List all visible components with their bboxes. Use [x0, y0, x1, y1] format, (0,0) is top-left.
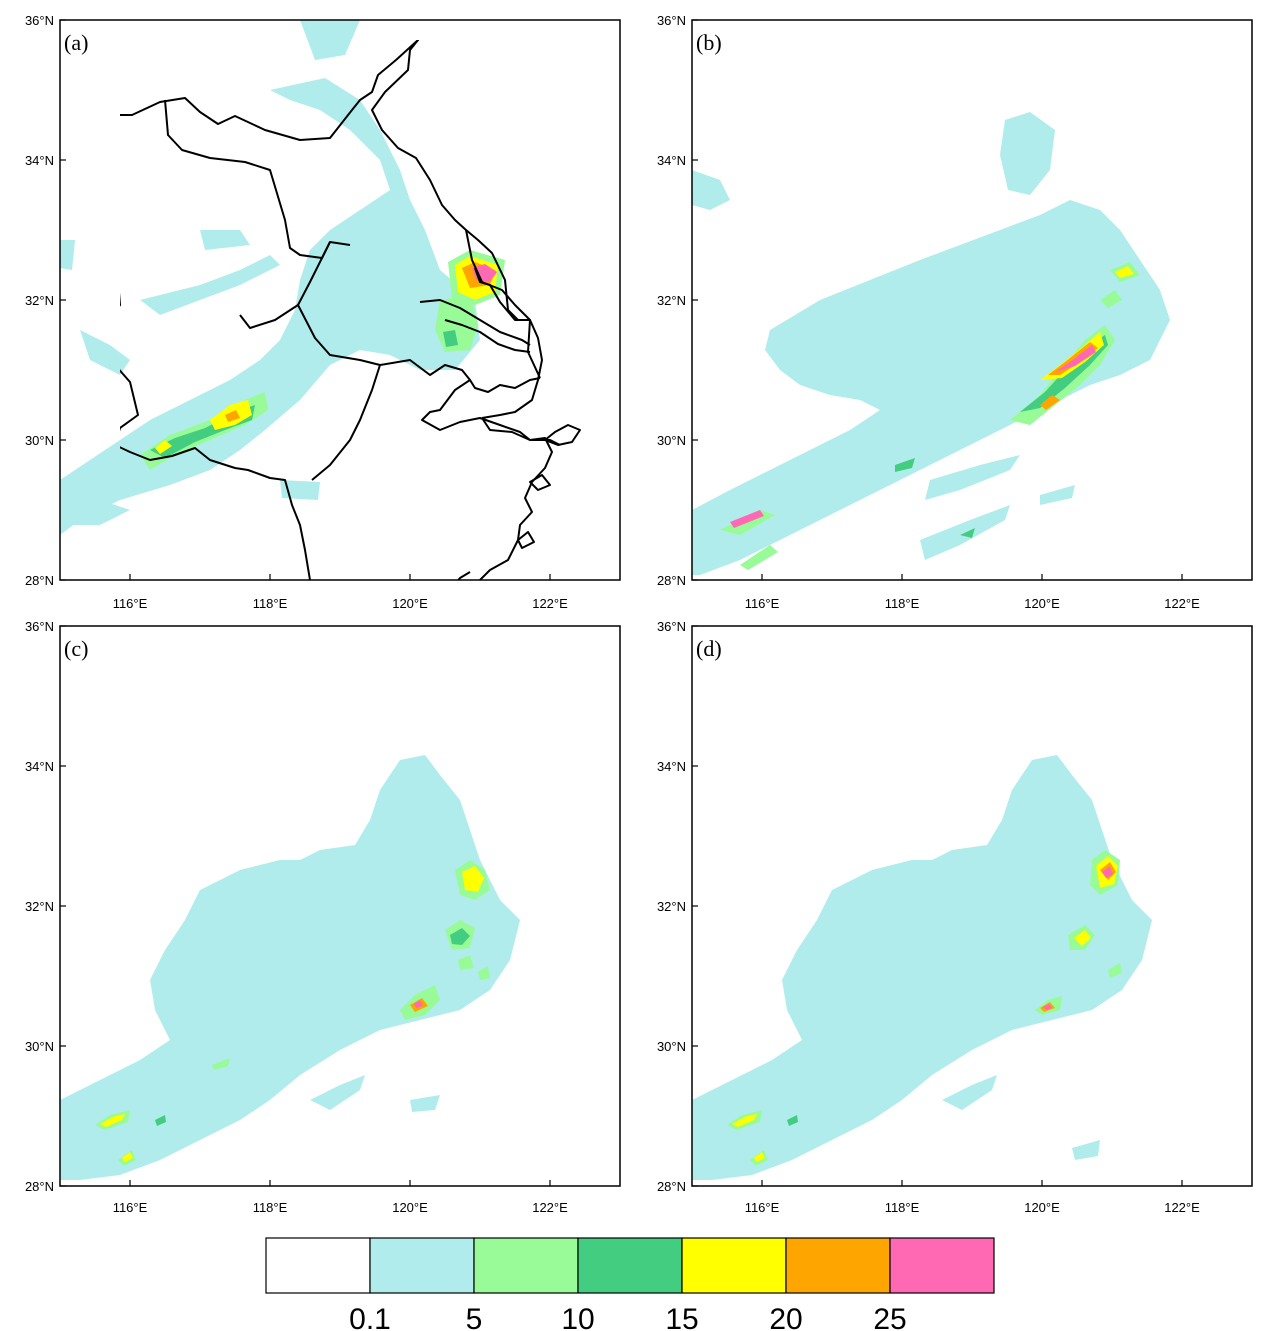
lat-tick-label: 34°N: [657, 153, 686, 168]
colorbar-swatch: [369, 1237, 475, 1294]
lat-tick-label: 28°N: [657, 1179, 686, 1194]
lon-tick-label: 122°E: [532, 596, 568, 611]
lat-tick-label: 34°N: [657, 759, 686, 774]
colorbar-label: 10: [561, 1303, 594, 1331]
colorbar-swatch: [265, 1237, 371, 1294]
colorbar-label: 5: [466, 1303, 483, 1331]
lon-tick-label: 122°E: [1164, 1200, 1200, 1215]
lat-tick-label: 28°N: [25, 1179, 54, 1194]
lat-tick-label: 32°N: [25, 293, 54, 308]
lon-axis: 116°E 118°E 120°E 122°E: [113, 1180, 568, 1215]
panel-tag: (b): [696, 30, 722, 55]
colorbar-swatch: [889, 1237, 995, 1294]
lat-tick-label: 32°N: [657, 293, 686, 308]
lon-axis: 116°E 118°E 120°E 122°E: [745, 1180, 1200, 1215]
lat-tick-label: 36°N: [657, 13, 686, 28]
lat-tick-label: 28°N: [25, 573, 54, 588]
lat-tick-label: 32°N: [657, 899, 686, 914]
lat-tick-label: 28°N: [657, 573, 686, 588]
lon-tick-label: 120°E: [1024, 1200, 1060, 1215]
lon-axis: 116°E 118°E 120°E 122°E: [113, 574, 568, 611]
lat-tick-label: 30°N: [657, 1039, 686, 1054]
colorbar-swatch: [577, 1237, 683, 1294]
lon-tick-label: 120°E: [1024, 596, 1060, 611]
lon-tick-label: 116°E: [745, 596, 780, 611]
precipitation-field: [60, 755, 520, 1180]
lat-tick-label: 34°N: [25, 153, 54, 168]
colorbar-swatch: [681, 1237, 787, 1294]
lon-tick-label: 118°E: [885, 596, 920, 611]
colorbar-swatch: [785, 1237, 891, 1294]
precipitation-field: [60, 20, 505, 535]
precipitation-field: [692, 112, 1170, 575]
panel-tag: (d): [696, 636, 722, 661]
colorbar: 0.1 5 10 15 20 25: [265, 1237, 995, 1331]
lat-axis: 28°N 30°N 32°N 34°N 36°N: [25, 13, 66, 588]
panel-a: (a) 28°N 30°N 32°N 34°N 36°N 116°E 118°E…: [25, 13, 621, 611]
panel-d: (d) 28°N 30°N 32°N 34°N 36°N 116°E 118°E…: [657, 619, 1253, 1215]
lat-tick-label: 32°N: [25, 899, 54, 914]
lat-tick-label: 36°N: [25, 619, 54, 634]
lon-tick-label: 116°E: [113, 1200, 148, 1215]
lon-tick-label: 122°E: [1164, 596, 1200, 611]
lat-tick-label: 36°N: [25, 13, 54, 28]
lat-tick-label: 30°N: [657, 433, 686, 448]
lon-tick-label: 118°E: [253, 1200, 288, 1215]
panel-tag: (c): [64, 636, 88, 661]
lon-tick-label: 116°E: [113, 596, 148, 611]
lat-tick-label: 30°N: [25, 433, 54, 448]
lon-tick-label: 120°E: [392, 1200, 428, 1215]
lat-tick-label: 34°N: [25, 759, 54, 774]
panel-tag: (a): [64, 30, 88, 55]
colorbar-label: 0.1: [349, 1303, 391, 1331]
panel-c: (c) 28°N 30°N 32°N 34°N 36°N 116°E 118°E…: [25, 619, 621, 1215]
panel-b: (b) 28°N 30°N 32°N 34°N 36°N 116°E 118°E…: [657, 13, 1253, 611]
lat-tick-label: 36°N: [657, 619, 686, 634]
lon-axis: 116°E 118°E 120°E 122°E: [745, 574, 1200, 611]
lon-tick-label: 118°E: [253, 596, 288, 611]
colorbar-label: 15: [665, 1303, 698, 1331]
lat-axis: 28°N 30°N 32°N 34°N 36°N: [25, 619, 66, 1194]
colorbar-label: 25: [873, 1303, 906, 1331]
lat-axis: 28°N 30°N 32°N 34°N 36°N: [657, 13, 698, 588]
lon-tick-label: 116°E: [745, 1200, 780, 1215]
lat-tick-label: 30°N: [25, 1039, 54, 1054]
lon-tick-label: 118°E: [885, 1200, 920, 1215]
lat-axis: 28°N 30°N 32°N 34°N 36°N: [657, 619, 698, 1194]
lon-tick-label: 120°E: [392, 596, 428, 611]
colorbar-label: 20: [769, 1303, 802, 1331]
lon-tick-label: 122°E: [532, 1200, 568, 1215]
precipitation-field: [692, 755, 1152, 1180]
colorbar-swatch: [473, 1237, 579, 1294]
